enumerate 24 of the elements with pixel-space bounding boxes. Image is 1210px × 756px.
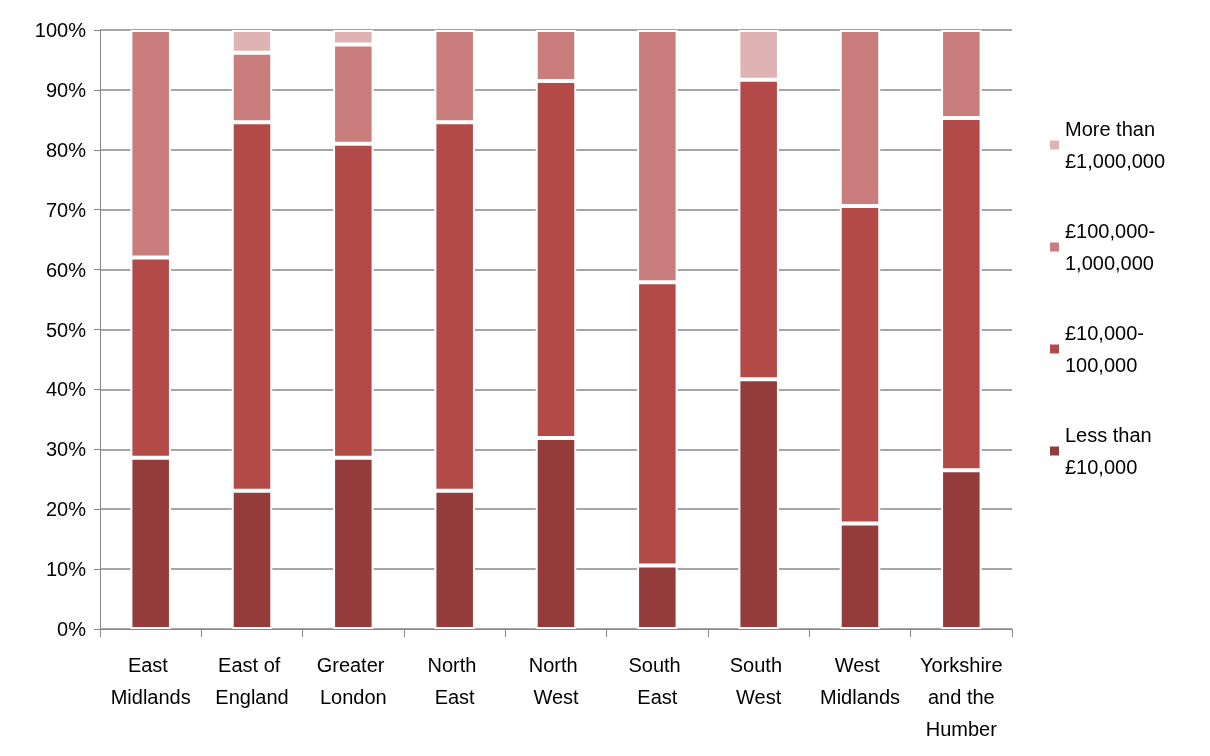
- legend-label: £100,000-1,000,000: [1065, 220, 1156, 274]
- y-tick-label: 70%: [45, 198, 87, 221]
- x-tick-label: North East: [427, 654, 482, 708]
- x-tick-label: Greater London: [316, 654, 391, 708]
- legend-label: More than £1,000,000: [1065, 118, 1166, 172]
- y-tick-label: 30%: [45, 438, 87, 461]
- x-tick-label: North West: [528, 654, 584, 708]
- y-tick-label: 0%: [57, 618, 87, 640]
- x-tick-label: East of England: [215, 654, 289, 708]
- y-tick-label: 40%: [45, 378, 87, 401]
- y-tick-label: 10%: [45, 558, 87, 581]
- x-tick-label: Yorkshire and the Humber: [920, 654, 1003, 740]
- y-tick-label: 100%: [34, 19, 87, 41]
- x-tick-label: West Midlands: [819, 654, 901, 708]
- y-tick-label: 60%: [45, 258, 87, 281]
- y-tick-label: 20%: [45, 498, 87, 521]
- y-tick-label: 80%: [45, 138, 87, 161]
- legend-label: Less than £10,000: [1065, 424, 1152, 478]
- x-tick-label: South East: [628, 654, 687, 708]
- x-tick-label: East Midlands: [110, 654, 191, 708]
- y-tick-label: 90%: [45, 78, 87, 101]
- legend-label: £10,000-100,000: [1065, 322, 1144, 376]
- x-tick-label: South West: [729, 654, 788, 708]
- y-tick-label: 50%: [45, 318, 87, 341]
